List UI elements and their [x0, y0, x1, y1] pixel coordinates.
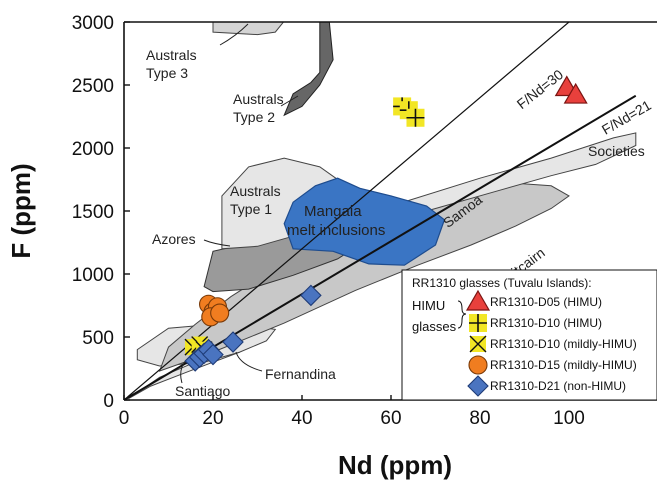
- legend-title: RR1310 glasses (Tuvalu Islands):: [412, 276, 592, 290]
- y-tick-label: 3000: [72, 13, 114, 34]
- legend-box: [401, 269, 657, 401]
- data-point-circle: [210, 303, 230, 323]
- y-tick-label: 500: [82, 328, 114, 349]
- markers-layer: [184, 75, 588, 372]
- legend-label: RR1310-D05 (HIMU): [490, 295, 602, 309]
- field-australs-type3: [212, 22, 285, 36]
- legend-label: RR1310-D21 (non-HIMU): [490, 379, 626, 393]
- legend-marker-circle: [468, 355, 488, 375]
- y-axis-title: F (ppm): [6, 163, 36, 258]
- x-tick-label: 40: [291, 408, 312, 429]
- legend-brace: [457, 300, 467, 329]
- label-line-21: F/Nd=21: [599, 97, 654, 138]
- label-line-30: F/Nd=30: [514, 66, 567, 112]
- y-tick-label: 1500: [72, 202, 114, 223]
- label-australs-type2-b: Type 2: [233, 109, 275, 125]
- label-australs-type3-b: Type 3: [146, 65, 188, 81]
- legend-marker-diamond: [467, 375, 489, 397]
- x-tick-label: 80: [469, 408, 490, 429]
- legend-marker-plus-square: [469, 314, 487, 332]
- data-point-plus-square: [406, 108, 425, 127]
- label-azores: Azores: [152, 231, 196, 247]
- label-fernandina: Fernandina: [265, 366, 336, 382]
- fields-layer: [128, 22, 637, 400]
- label-mangaia: Mangaia: [304, 203, 362, 220]
- x-tick-label: 0: [119, 408, 130, 429]
- label-leaders: [180, 23, 299, 384]
- legend: RR1310 glasses (Tuvalu Islands): HIMU gl…: [401, 269, 657, 401]
- label-mangaia-b: melt inclusions: [287, 222, 385, 239]
- legend-group-label-b: glasses: [412, 319, 457, 334]
- legend-label: RR1310-D10 (mildly-HIMU): [490, 337, 637, 351]
- label-santiago: Santiago: [175, 383, 230, 399]
- legend-group-label: HIMU: [412, 298, 445, 313]
- legend-label: RR1310-D15 (mildly-HIMU): [490, 358, 637, 372]
- x-tick-label: 60: [380, 408, 401, 429]
- label-australs-type1-b: Type 1: [230, 201, 272, 217]
- legend-rows: RR1310-D05 (HIMU) RR1310-D10 (HIMU) RR1310…: [465, 289, 637, 397]
- y-tick-label: 2000: [72, 139, 114, 160]
- ratio-line-30: [124, 22, 570, 400]
- label-australs-type2: Australs: [233, 91, 284, 107]
- data-point-diamond: [222, 331, 244, 353]
- data-point-diamond: [202, 343, 224, 366]
- data-point-triangle: [563, 82, 588, 104]
- legend-marker-triangle: [465, 289, 491, 311]
- label-australs-type3: Australs: [146, 47, 197, 63]
- data-point-diamond: [300, 284, 322, 307]
- legend-label: RR1310-D10 (HIMU): [490, 316, 602, 330]
- field-mangaia: [283, 177, 446, 266]
- label-societies: Societies: [588, 143, 645, 159]
- field-australs-type2: [283, 22, 334, 117]
- y-tick-label: 0: [103, 391, 114, 412]
- y-tick-label: 1000: [72, 265, 114, 286]
- x-tick-label: 20: [202, 408, 223, 429]
- x-tick-label: 100: [553, 408, 585, 429]
- y-tick-label: 2500: [72, 76, 114, 97]
- x-axis-title: Nd (ppm): [338, 450, 452, 480]
- legend-marker-x-square: [469, 335, 487, 353]
- label-australs-type1: Australs: [230, 183, 281, 199]
